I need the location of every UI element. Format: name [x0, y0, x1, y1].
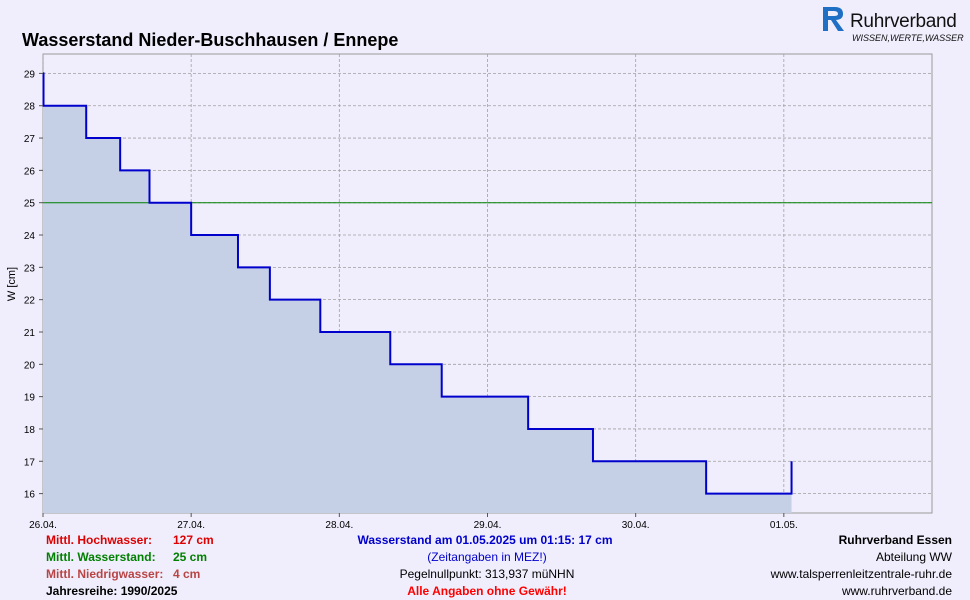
- ruhrverband-logo: Ruhrverband WISSEN,WERTE,WASSER: [822, 6, 964, 46]
- gauge-datum: Pegelnullpunkt: 313,937 müNHN: [399, 567, 575, 581]
- website-link-ruhrverband[interactable]: www.ruhrverband.de: [841, 584, 952, 598]
- logo-name: Ruhrverband: [850, 11, 957, 32]
- mw-label: Mittl. Wasserstand:: [46, 550, 156, 564]
- website-link-talsperren[interactable]: www.talsperrenleitzentrale-ruhr.de: [770, 567, 952, 581]
- timezone-note: (Zeitangaben in MEZ!): [427, 550, 547, 564]
- y-tick-label: 27: [24, 134, 36, 145]
- mnw-label: Mittl. Niedrigwasser:: [46, 567, 164, 581]
- x-tick-label: 26.04.: [29, 520, 57, 530]
- y-tick-label: 29: [24, 69, 36, 80]
- y-tick-label: 16: [24, 490, 36, 501]
- y-axis-label: W [cm]: [6, 267, 18, 301]
- y-tick-label: 19: [24, 393, 36, 404]
- ruhrverband-logo-icon: [823, 7, 844, 31]
- y-tick-label: 18: [24, 425, 36, 436]
- current-water-level: Wasserstand am 01.05.2025 um 01:15: 17 c…: [357, 533, 613, 547]
- chart-title: Wasserstand Nieder-Buschhausen / Ennepe: [22, 30, 399, 50]
- y-tick-label: 22: [24, 296, 36, 307]
- y-axis-ticks: 16 17 18 19 20 21 22 23 24 25 26 27 28 29: [24, 69, 43, 501]
- water-level-chart: 16 17 18 19 20 21 22 23 24 25 26 27 28 29 26.04. 27.04…: [6, 53, 933, 530]
- jahresreihe: Jahresreihe: 1990/2025: [46, 584, 178, 598]
- mw-value: 25 cm: [173, 550, 208, 564]
- x-tick-label: 27.04.: [177, 520, 205, 530]
- disclaimer: Alle Angaben ohne Gewähr!: [407, 584, 567, 598]
- mhw-value: 127 cm: [173, 533, 214, 547]
- department: Abteilung WW: [875, 550, 952, 564]
- x-tick-label: 29.04.: [474, 520, 502, 530]
- y-tick-label: 24: [24, 231, 36, 242]
- organization: Ruhrverband Essen: [838, 533, 952, 547]
- y-tick-label: 17: [24, 457, 36, 468]
- water-level-line: [42, 72, 793, 495]
- y-tick-label: 20: [24, 360, 36, 371]
- y-tick-label: 28: [24, 102, 36, 113]
- logo-slogan: WISSEN,WERTE,WASSER: [852, 33, 964, 43]
- water-level-area: [43, 73, 792, 514]
- y-tick-label: 21: [24, 328, 36, 339]
- mnw-value: 4 cm: [173, 567, 201, 581]
- y-tick-label: 25: [24, 199, 36, 210]
- mhw-label: Mittl. Hochwasser:: [46, 533, 153, 547]
- x-tick-label: 01.05.: [770, 520, 798, 530]
- x-tick-label: 28.04.: [325, 520, 353, 530]
- x-tick-label: 30.04.: [622, 520, 650, 530]
- y-tick-label: 26: [24, 166, 36, 177]
- x-axis-ticks: 26.04. 27.04. 28.04. 29.04. 30.04. 01.05.: [29, 513, 798, 530]
- y-tick-label: 23: [24, 263, 36, 274]
